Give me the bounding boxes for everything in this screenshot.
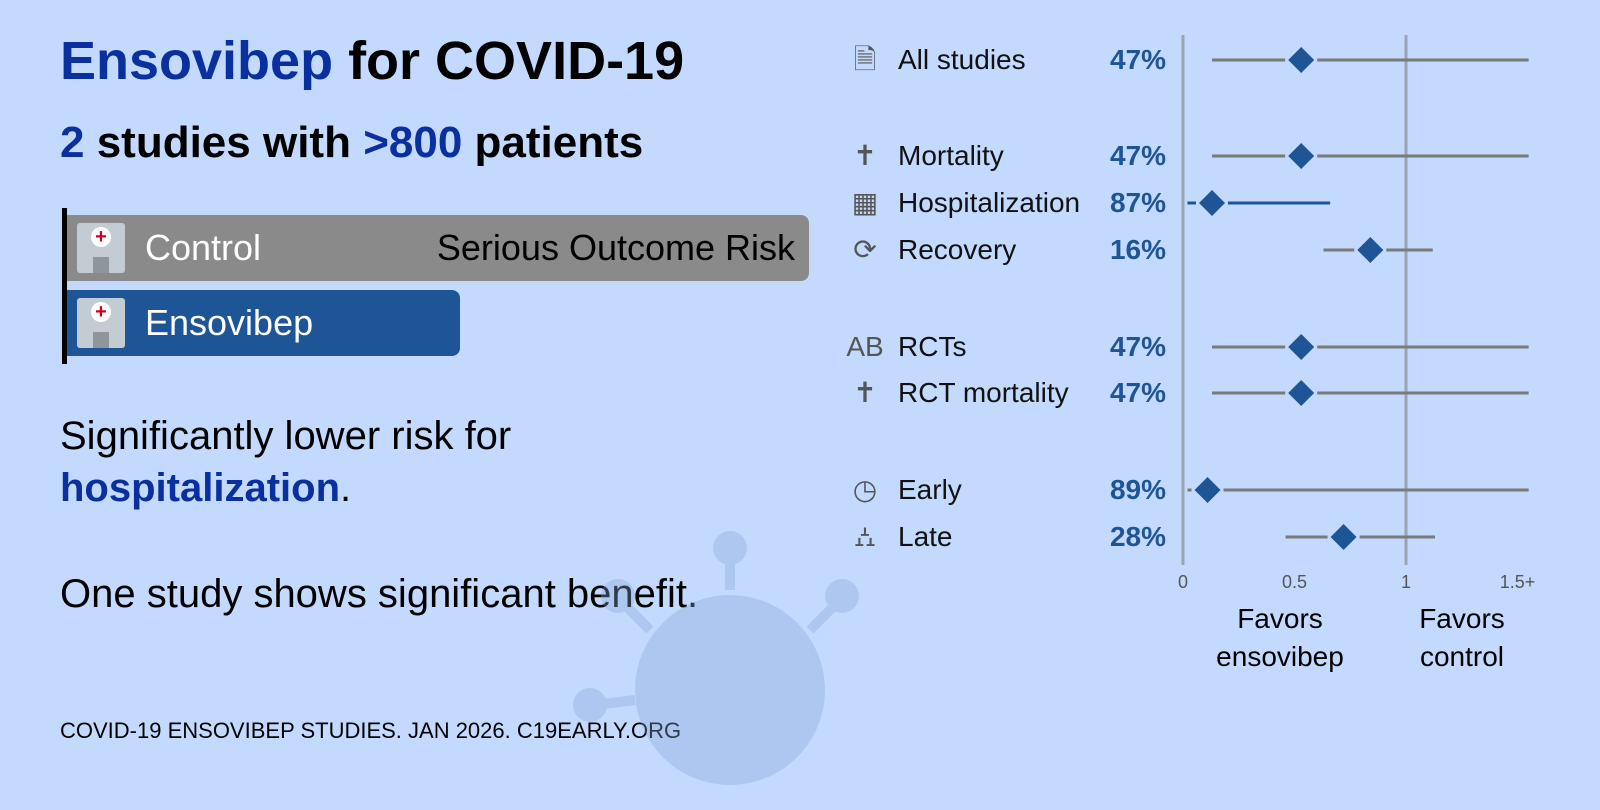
effect-marker [1357,237,1384,263]
row-label-text: Recovery [898,234,1017,265]
effect-marker [1330,524,1357,550]
effect-marker [1288,143,1315,169]
summary-end: . [340,466,352,510]
row-label: 🗎 All studies [846,40,1026,80]
favors-control-label: Favors control [1419,603,1505,672]
row-label-text: RCT mortality [898,377,1069,408]
row-percent: 47% [1109,377,1166,408]
favors-treatment-label: Favors ensovibep [1216,603,1344,672]
row-percent: 47% [1109,331,1166,362]
risk-label: Serious Outcome Risk [436,227,795,268]
row-label: ⟳ Recovery [846,230,1016,270]
row-label: ▦ Hospitalization [846,183,1080,223]
recovery-icon: ⟳ [853,234,877,265]
hospital-icon: ▦ [851,187,879,218]
row-label-text: Early [898,474,962,505]
effect-marker [1198,190,1225,216]
tick-label: 0 [1178,572,1188,592]
row-label-text: RCTs [898,331,967,362]
rct-icon: AB [846,331,884,362]
row-label-text: Hospitalization [898,187,1081,218]
row-label: ◷ Early [846,470,962,510]
control-label: Control [145,227,262,268]
treatment-bar: + Ensovibep [67,290,461,356]
title-drug: Ensovibep [60,31,334,91]
hospital-icon: + [77,223,125,273]
bar-axis [62,208,67,364]
summary-benefit: One study shows significant benefit. [60,572,699,616]
row-percent: 89% [1109,474,1166,505]
tombstone-icon: ✝ [853,140,877,171]
clock-icon: ◷ [852,474,878,505]
footer: COVID-19 ENSOVIBEP STUDIES. JAN 2026. C1… [60,718,682,743]
study-count: 2 [60,118,85,167]
subtitle-text: studies with [84,118,364,167]
patient-count: >800 [363,118,463,167]
row-label: ⛼ Late [846,517,953,557]
row-label: ✝ Mortality [846,136,1004,176]
study-icon: 🗎 [853,44,877,75]
virus-illustration [573,531,859,785]
subtitle-end: patients [462,118,644,167]
treatment-label: Ensovibep [145,302,314,343]
row-label-text: Late [898,521,953,552]
subtitle: 2 studies with >800 patients [60,118,643,168]
summary-highlight: hospitalization [60,466,340,510]
tombstone-icon: ✝ [853,377,877,408]
row-label-text: All studies [898,44,1026,75]
summary-lead: Significantly lower risk for [60,414,512,458]
title-rest: for COVID-19 [333,31,685,91]
summary-text: Significantly lower risk for hospitaliza… [60,410,760,514]
row-percent: 16% [1109,234,1166,265]
tick-label: 1.5+ [1500,572,1536,592]
effect-marker [1288,334,1315,360]
row-percent: 87% [1109,187,1166,218]
effect-marker [1288,47,1315,73]
page-title: Ensovibep for COVID-19 [60,30,684,92]
row-label: ✝ RCT mortality [846,373,1069,413]
hospital-bed-icon: ⛼ [854,521,876,552]
control-bar: + Control Serious Outcome Risk [67,215,809,281]
row-percent: 28% [1109,521,1166,552]
row-label: AB RCTs [846,327,966,367]
row-label-text: Mortality [898,140,1004,171]
effect-marker [1288,380,1315,406]
tick-label: 1 [1401,572,1411,592]
row-percent: 47% [1109,140,1166,171]
effect-marker [1194,477,1221,503]
hospital-icon: + [77,298,125,348]
tick-label: 0.5 [1282,572,1307,592]
row-percent: 47% [1109,44,1166,75]
